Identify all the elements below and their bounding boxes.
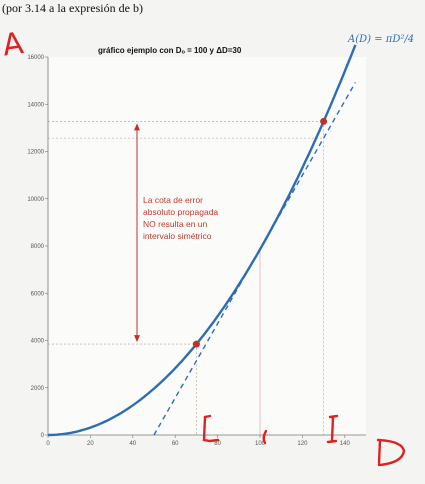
x-tick-label: 20 [87,441,94,447]
data-point [320,118,327,125]
formula-label: A(D) = πD²/4 [347,34,414,45]
x-tick-label: 80 [214,441,221,447]
y-tick-label: 16000 [27,55,44,61]
y-tick-label: 10000 [27,197,44,203]
chart-title: gráfico ejemplo con Dₒ = 100 y ΔD=30 [98,46,242,55]
x-tick-label: 120 [297,441,308,447]
y-tick-label: 0 [41,433,45,439]
y-tick-label: 4000 [31,339,45,345]
annotation-line-2: absoluto propagada [143,207,218,217]
y-tick-label: 12000 [27,150,44,156]
x-tick-label: 40 [129,441,136,447]
annotation-line-4: intervalo simétrico [143,231,212,241]
x-tick-label: 60 [172,441,179,447]
annotation-line-1: La cota de error [143,195,203,205]
y-tick-label: 2000 [31,386,45,392]
y-tick-label: 14000 [27,102,44,108]
plot-area [48,57,366,435]
hand-y-letter: A [0,26,26,64]
data-point [193,341,200,348]
hand-d-shape [378,440,404,465]
x-tick-label: 0 [46,441,50,447]
hand-tick-mid [264,431,266,443]
x-tick-label: 140 [340,441,351,447]
y-tick-label: 8000 [31,244,45,250]
annotation-line-3: NO resulta en un [143,219,208,229]
y-tick-label: 6000 [31,291,45,297]
